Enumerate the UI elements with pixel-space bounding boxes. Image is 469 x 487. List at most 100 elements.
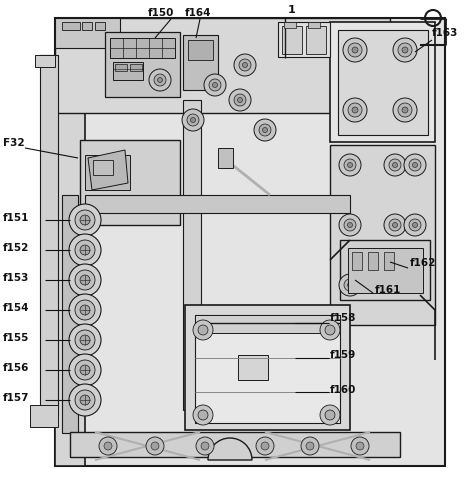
Bar <box>195 315 340 423</box>
Circle shape <box>398 43 412 57</box>
Bar <box>113 62 143 80</box>
Circle shape <box>344 219 356 231</box>
Bar <box>62 195 78 433</box>
Text: f156: f156 <box>3 363 30 373</box>
Circle shape <box>69 264 101 296</box>
Text: f163: f163 <box>432 28 458 38</box>
Bar <box>40 55 58 415</box>
Circle shape <box>237 97 242 102</box>
Circle shape <box>389 219 401 231</box>
Circle shape <box>154 74 166 86</box>
Bar <box>70 432 400 457</box>
Circle shape <box>344 279 356 291</box>
Circle shape <box>190 117 196 123</box>
Circle shape <box>348 43 362 57</box>
Circle shape <box>99 437 117 455</box>
Bar <box>340 240 430 300</box>
Circle shape <box>261 442 269 450</box>
Bar <box>183 35 218 90</box>
Bar <box>130 64 142 71</box>
Bar <box>348 248 423 293</box>
Circle shape <box>80 395 90 405</box>
Text: f153: f153 <box>3 273 30 283</box>
Circle shape <box>343 98 367 122</box>
Bar <box>352 252 362 270</box>
Bar <box>55 18 390 113</box>
Bar <box>95 22 105 30</box>
Bar <box>306 26 326 54</box>
Circle shape <box>256 437 274 455</box>
Circle shape <box>402 47 408 53</box>
Circle shape <box>393 223 398 227</box>
Text: f158: f158 <box>330 313 356 323</box>
Bar <box>85 195 350 213</box>
Bar <box>278 22 330 57</box>
Bar <box>330 145 435 325</box>
Circle shape <box>306 442 314 450</box>
Circle shape <box>229 89 251 111</box>
Circle shape <box>343 38 367 62</box>
Circle shape <box>348 103 362 117</box>
Circle shape <box>398 103 412 117</box>
Circle shape <box>75 270 95 290</box>
Circle shape <box>301 437 319 455</box>
Circle shape <box>75 300 95 320</box>
Text: f152: f152 <box>3 243 30 253</box>
Text: f160: f160 <box>330 385 356 395</box>
Circle shape <box>69 354 101 386</box>
Circle shape <box>80 245 90 255</box>
Circle shape <box>146 437 164 455</box>
Circle shape <box>198 410 208 420</box>
Bar <box>282 26 302 54</box>
Circle shape <box>204 74 226 96</box>
Circle shape <box>409 219 421 231</box>
Circle shape <box>80 275 90 285</box>
Bar <box>238 355 268 380</box>
Circle shape <box>263 128 267 132</box>
Circle shape <box>339 154 361 176</box>
Circle shape <box>69 384 101 416</box>
Bar <box>105 32 180 97</box>
Circle shape <box>404 214 426 236</box>
Circle shape <box>389 159 401 171</box>
Circle shape <box>75 210 95 230</box>
Circle shape <box>69 294 101 326</box>
Circle shape <box>254 119 276 141</box>
Bar <box>368 252 378 270</box>
Circle shape <box>325 410 335 420</box>
Polygon shape <box>88 150 128 190</box>
Bar <box>308 22 320 28</box>
Circle shape <box>182 109 204 131</box>
Circle shape <box>80 305 90 315</box>
Circle shape <box>351 437 369 455</box>
Circle shape <box>209 79 221 91</box>
Bar <box>62 22 80 30</box>
Wedge shape <box>208 438 252 460</box>
Circle shape <box>151 442 159 450</box>
Circle shape <box>239 59 251 71</box>
Circle shape <box>409 159 421 171</box>
Circle shape <box>75 360 95 380</box>
Bar <box>30 405 58 427</box>
Bar <box>218 148 233 168</box>
Circle shape <box>69 324 101 356</box>
Circle shape <box>75 390 95 410</box>
Circle shape <box>320 320 340 340</box>
Circle shape <box>198 325 208 335</box>
Text: F32: F32 <box>3 138 25 148</box>
Circle shape <box>104 442 112 450</box>
Bar <box>35 55 55 67</box>
Circle shape <box>348 282 353 287</box>
Circle shape <box>259 124 271 136</box>
Circle shape <box>242 62 248 68</box>
Circle shape <box>393 163 398 168</box>
Circle shape <box>325 325 335 335</box>
Circle shape <box>193 405 213 425</box>
Text: f164: f164 <box>185 8 212 18</box>
Text: f151: f151 <box>3 213 30 223</box>
Circle shape <box>339 214 361 236</box>
Circle shape <box>80 335 90 345</box>
Circle shape <box>158 77 162 82</box>
Circle shape <box>234 54 256 76</box>
Circle shape <box>352 47 358 53</box>
